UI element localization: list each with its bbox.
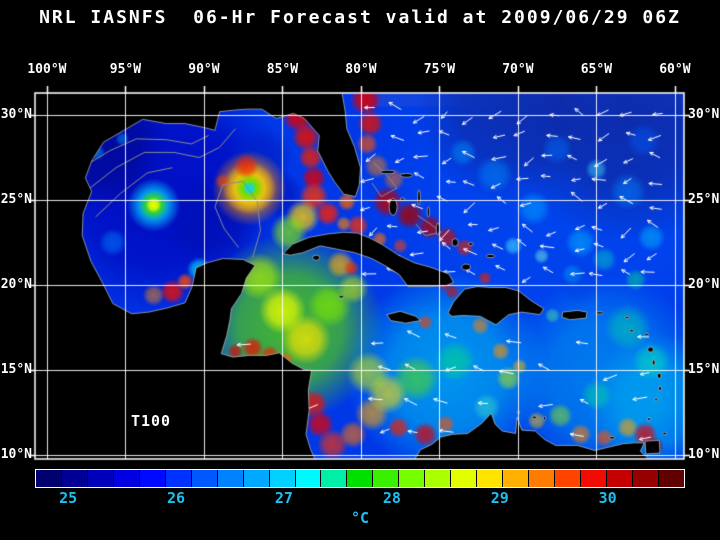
lon-label: 60°W [659,62,691,77]
colorbar-tick-label: 29 [490,489,509,507]
lat-label-right: 25°N [688,191,720,207]
lat-label-left: 20°N [0,276,32,292]
colorbar-segment [191,470,218,487]
colorbar-segment [503,470,530,487]
map-annotation: T100 [130,412,172,430]
colorbar-segment [113,470,140,487]
colorbar-segment [61,470,88,487]
lat-label-right: 30°N [688,107,720,123]
lat-label-left: 10°N [0,446,32,462]
lon-label: 70°W [502,62,534,77]
colorbar-segment [139,470,166,487]
lon-label: 80°W [345,62,377,77]
colorbar-segment [555,470,582,487]
colorbar-tick-label: 28 [382,489,401,507]
colorbar-segment [477,470,504,487]
colorbar-segment [269,470,296,487]
colorbar-unit-label: °C [350,509,370,527]
lon-label: 75°W [423,62,456,77]
colorbar-segment [658,470,684,487]
colorbar-tick-label: 30 [598,489,617,507]
lon-label: 100°W [27,62,67,77]
colorbar-segment [373,470,400,487]
colorbar-segment [87,470,114,487]
colorbar-segment [529,470,556,487]
colorbar-segment [321,470,348,487]
lat-label-right: 15°N [688,361,720,377]
lon-label: 85°W [266,62,299,77]
colorbar-segment [606,470,633,487]
lat-label-left: 30°N [0,107,32,123]
colorbar-tick-label: 26 [167,489,186,507]
colorbar-segment [217,470,244,487]
lat-label-right: 10°N [688,446,720,462]
colorbar-segment [581,470,607,487]
colorbar-segment [399,470,426,487]
lon-label: 95°W [109,62,142,77]
colorbar-segment [425,470,452,487]
colorbar-segment [36,470,62,487]
colorbar-segment [347,470,374,487]
colorbar-segment [165,470,192,487]
colorbar-segment [632,470,659,487]
page-title: NRL IASNFS 06-Hr Forecast valid at 2009/… [39,7,681,28]
colorbar [35,469,685,488]
lat-label-left: 15°N [0,361,32,377]
colorbar-tick-label: 25 [59,489,78,507]
lat-label-left: 25°N [0,191,32,207]
colorbar-segment [243,470,270,487]
lat-label-right: 20°N [688,276,720,292]
lon-label: 65°W [580,62,613,77]
colorbar-tick-label: 27 [274,489,293,507]
colorbar-segment [295,470,322,487]
colorbar-segment [451,470,478,487]
lon-label: 90°W [188,62,220,77]
